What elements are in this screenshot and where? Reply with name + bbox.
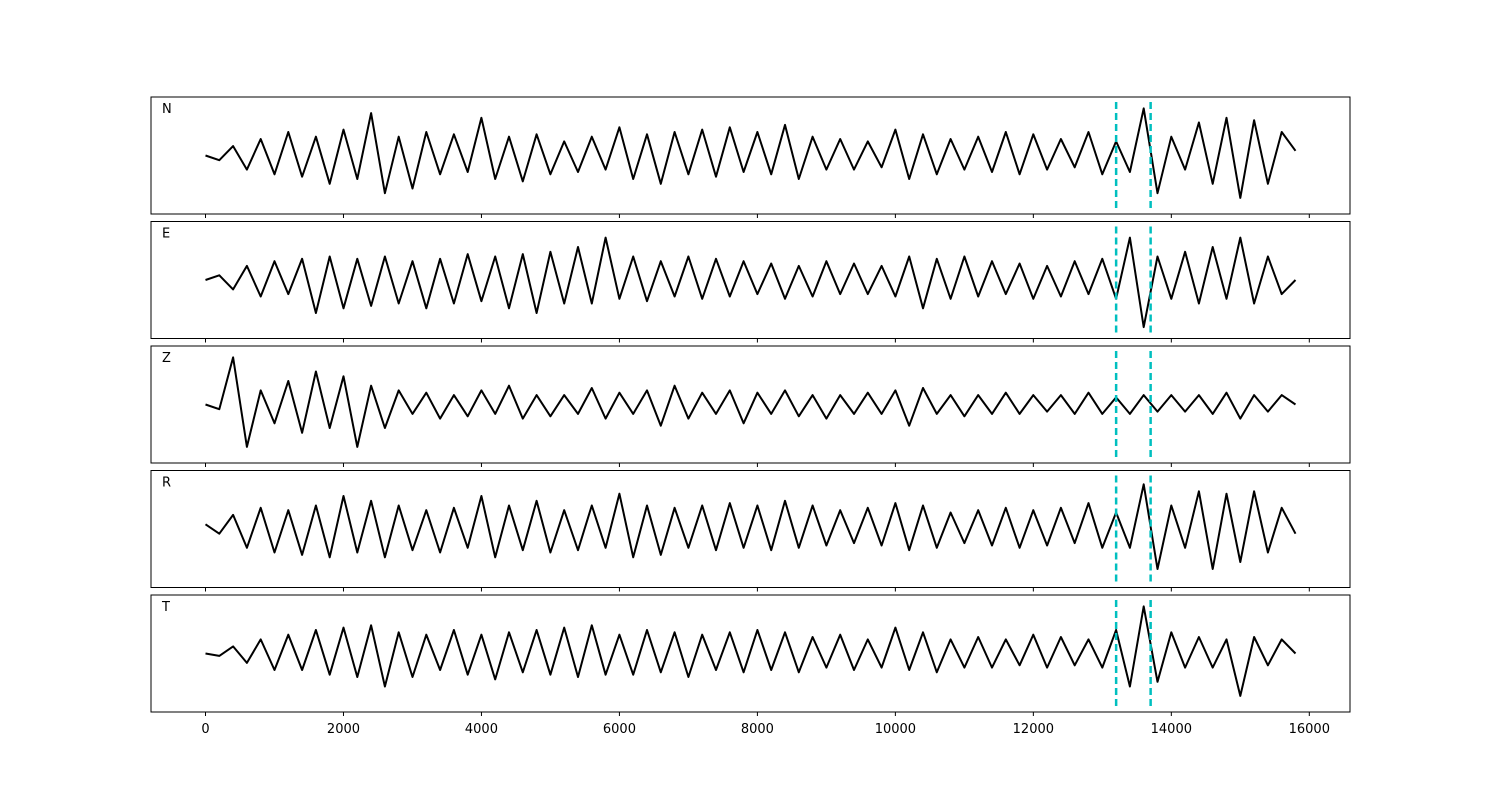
trace: [205, 107, 1297, 199]
x-tick-label: 10000: [875, 722, 916, 737]
trace: [204, 483, 1297, 570]
x-tick-label: 6000: [603, 722, 636, 737]
x-tick-label: 14000: [1151, 722, 1192, 737]
panel-frame: [150, 345, 1351, 464]
panel-label: N: [162, 102, 172, 117]
panel-label: R: [162, 476, 171, 491]
x-tick-label: 16000: [1289, 722, 1330, 737]
trace: [205, 605, 1297, 697]
x-tick-label: 8000: [741, 722, 774, 737]
panel-label: Z: [162, 351, 171, 366]
x-tick-label: 12000: [1013, 722, 1054, 737]
trace: [205, 356, 1297, 448]
panel-label: E: [162, 227, 170, 242]
panel-label: T: [161, 600, 170, 615]
x-tick-label: 0: [201, 722, 209, 737]
panel-frame: [150, 96, 1351, 215]
x-tick-label: 4000: [465, 722, 498, 737]
x-tick-label: 2000: [327, 722, 360, 737]
trace: [205, 236, 1297, 329]
